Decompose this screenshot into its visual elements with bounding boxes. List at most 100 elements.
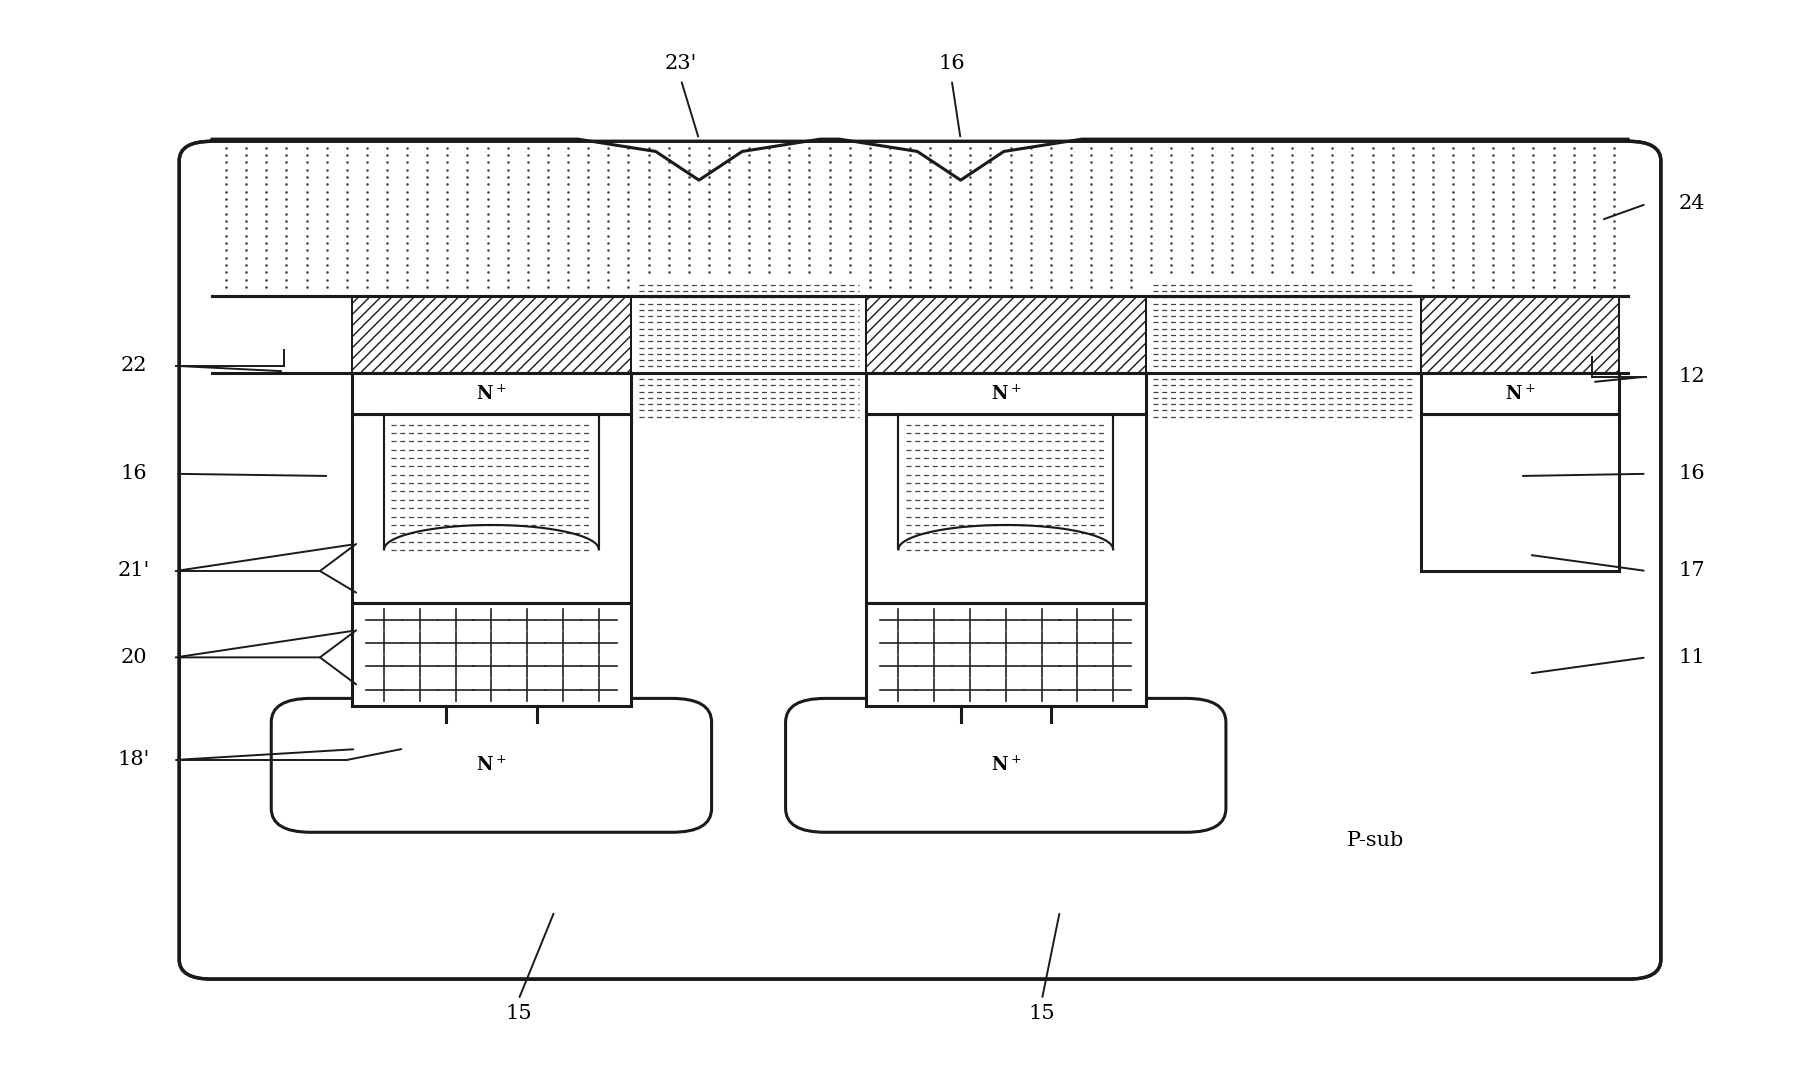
Point bbox=[856, 161, 885, 178]
Point bbox=[352, 227, 381, 245]
Point bbox=[1137, 249, 1166, 267]
Point bbox=[1318, 183, 1347, 200]
Text: N$^+$: N$^+$ bbox=[990, 756, 1021, 775]
Point bbox=[312, 212, 341, 230]
Point bbox=[975, 205, 1004, 222]
Point bbox=[413, 220, 442, 237]
Point bbox=[1298, 212, 1327, 230]
Point bbox=[635, 198, 664, 215]
Point bbox=[1479, 205, 1508, 222]
Point bbox=[393, 234, 422, 251]
Point bbox=[292, 175, 321, 193]
Point bbox=[1318, 249, 1347, 267]
Point bbox=[553, 263, 582, 281]
Point bbox=[1418, 212, 1447, 230]
Point bbox=[754, 257, 783, 274]
Point bbox=[433, 169, 462, 186]
Point bbox=[393, 147, 422, 164]
Point bbox=[876, 257, 905, 274]
Point bbox=[694, 147, 723, 164]
Point bbox=[1539, 205, 1568, 222]
Point bbox=[1177, 271, 1206, 288]
Point bbox=[995, 220, 1024, 237]
Point bbox=[595, 175, 624, 193]
Point bbox=[615, 139, 644, 157]
Point bbox=[1519, 190, 1548, 208]
Point bbox=[995, 234, 1024, 251]
Point bbox=[433, 249, 462, 267]
Point bbox=[916, 205, 945, 222]
Point bbox=[936, 234, 965, 251]
Point bbox=[1077, 139, 1106, 157]
Point bbox=[1438, 279, 1467, 296]
Point bbox=[473, 212, 502, 230]
Point bbox=[1338, 147, 1367, 164]
Text: 15: 15 bbox=[1028, 1004, 1055, 1023]
Point bbox=[816, 205, 845, 222]
Point bbox=[1559, 147, 1588, 164]
Point bbox=[615, 153, 644, 171]
Point bbox=[936, 169, 965, 186]
Point bbox=[393, 263, 422, 281]
Point bbox=[1338, 220, 1367, 237]
Point bbox=[794, 147, 823, 164]
Point bbox=[896, 190, 925, 208]
Point bbox=[252, 234, 281, 251]
Point bbox=[493, 242, 522, 259]
Point bbox=[1137, 169, 1166, 186]
Point bbox=[1559, 212, 1588, 230]
Point bbox=[1519, 161, 1548, 178]
Point bbox=[1157, 271, 1186, 288]
Point bbox=[734, 257, 763, 274]
Point bbox=[1157, 190, 1186, 208]
Point bbox=[1559, 234, 1588, 251]
Point bbox=[573, 212, 602, 230]
Point bbox=[876, 190, 905, 208]
Point bbox=[1197, 263, 1226, 281]
Point bbox=[1238, 279, 1267, 296]
Point bbox=[292, 147, 321, 164]
Point bbox=[513, 249, 542, 267]
Point bbox=[553, 161, 582, 178]
Point bbox=[774, 234, 803, 251]
Point bbox=[1318, 242, 1347, 259]
Point bbox=[212, 198, 241, 215]
Point bbox=[1177, 175, 1206, 193]
Point bbox=[1519, 279, 1548, 296]
Point bbox=[1097, 212, 1126, 230]
Point bbox=[232, 183, 261, 200]
Point bbox=[272, 175, 301, 193]
Point bbox=[635, 139, 664, 157]
Bar bbox=[867, 373, 1146, 415]
Point bbox=[1579, 242, 1608, 259]
Point bbox=[955, 198, 984, 215]
Point bbox=[654, 169, 684, 186]
Point bbox=[533, 147, 562, 164]
Point bbox=[1015, 147, 1044, 164]
Point bbox=[1117, 227, 1146, 245]
Point bbox=[1117, 190, 1146, 208]
Point bbox=[694, 139, 723, 157]
Point bbox=[1338, 175, 1367, 193]
Point bbox=[1278, 205, 1307, 222]
Point bbox=[1217, 175, 1246, 193]
Point bbox=[714, 175, 743, 193]
Point bbox=[1378, 198, 1407, 215]
Point bbox=[615, 161, 644, 178]
Point bbox=[615, 257, 644, 274]
Point bbox=[694, 227, 723, 245]
Point bbox=[1539, 279, 1568, 296]
Point bbox=[1298, 169, 1327, 186]
Point bbox=[595, 227, 624, 245]
Point bbox=[694, 190, 723, 208]
Point bbox=[754, 242, 783, 259]
Point bbox=[1438, 169, 1467, 186]
Point bbox=[473, 271, 502, 288]
Point bbox=[1197, 271, 1226, 288]
Point bbox=[836, 139, 865, 157]
Point bbox=[433, 227, 462, 245]
Point bbox=[916, 263, 945, 281]
Point bbox=[212, 227, 241, 245]
Point bbox=[674, 220, 703, 237]
Point bbox=[936, 175, 965, 193]
